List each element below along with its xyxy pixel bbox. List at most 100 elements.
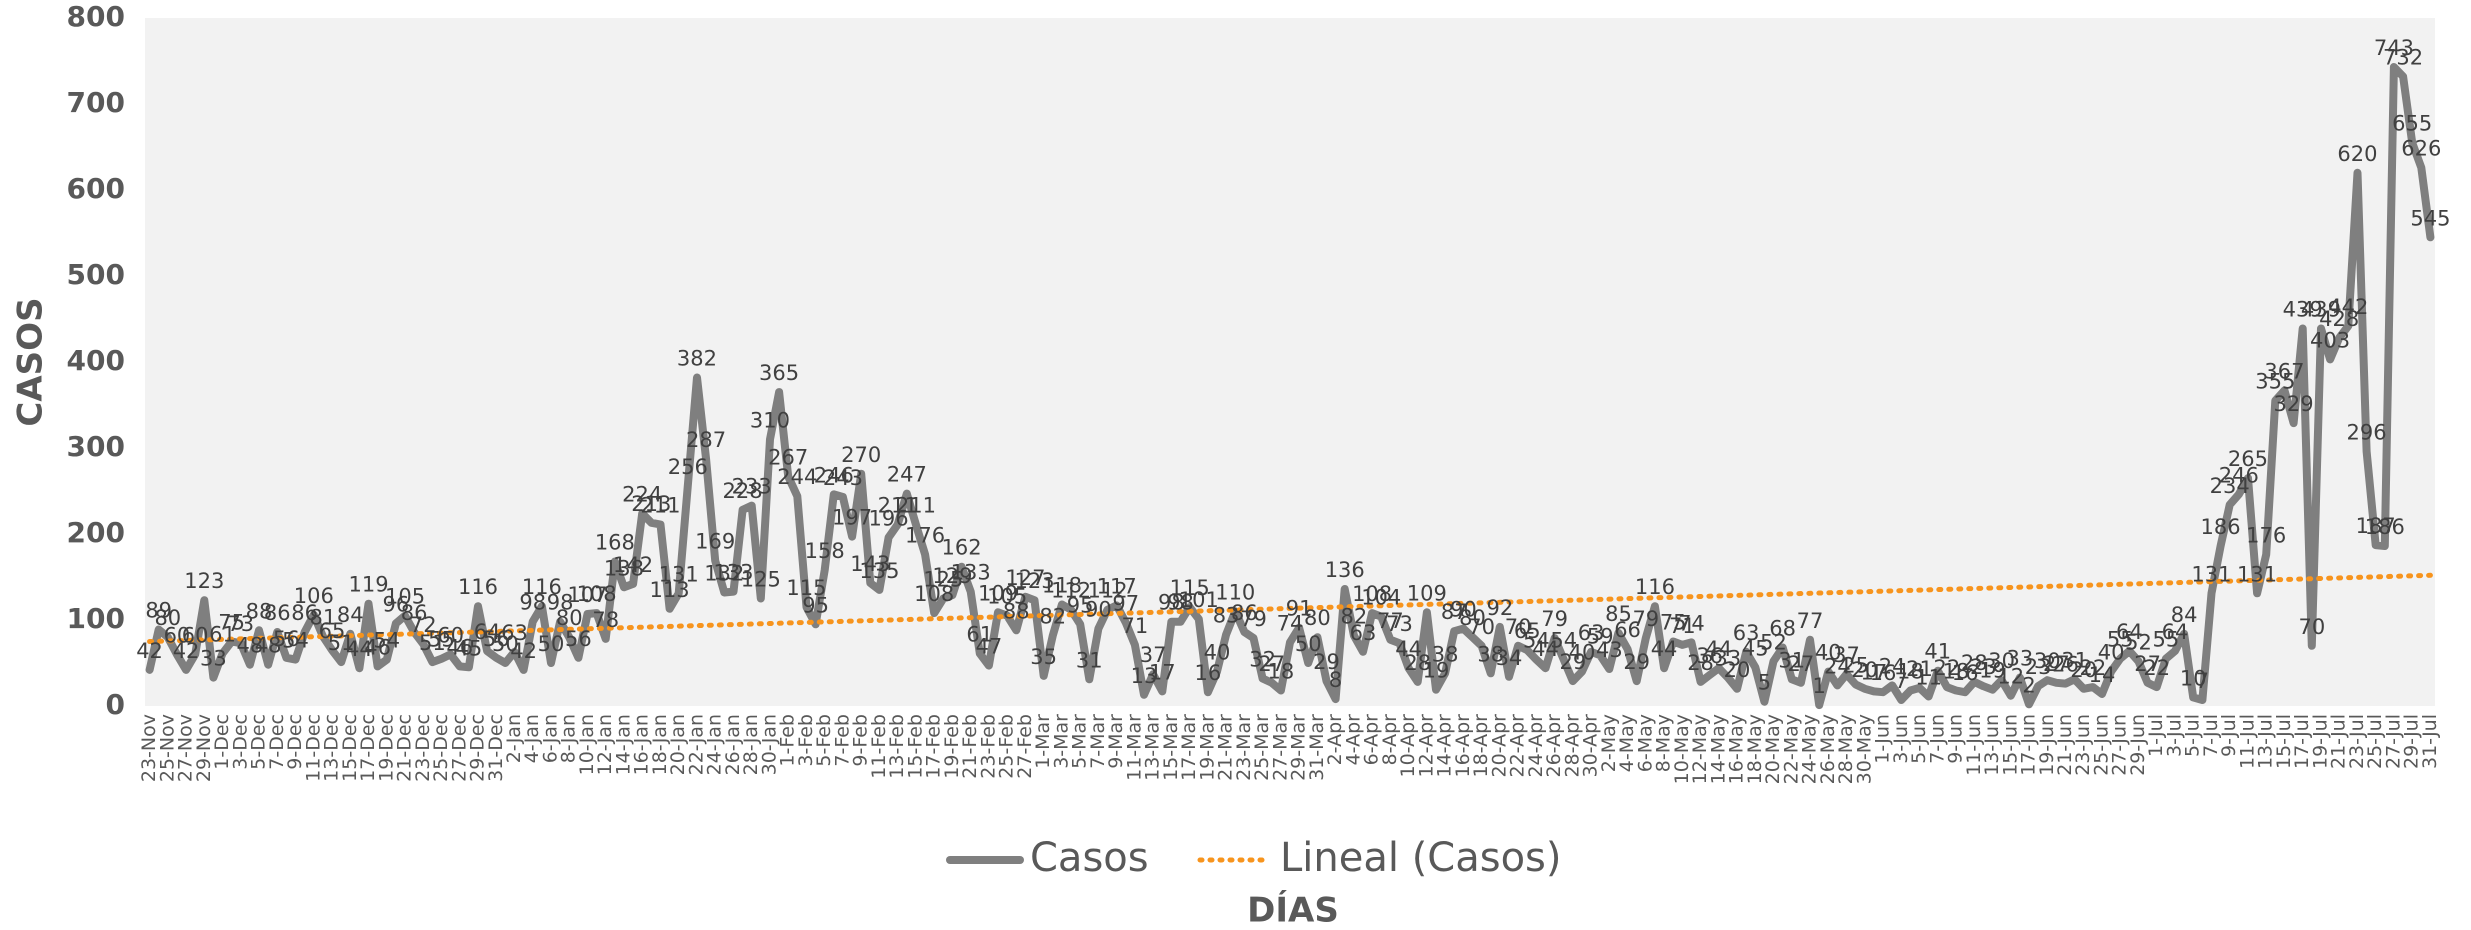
x-tick-label: 24-May <box>1799 714 1821 784</box>
data-label: 5 <box>1758 671 1771 695</box>
data-label: 20 <box>1851 658 1878 682</box>
data-label: 162 <box>942 536 982 560</box>
x-tick-label: 29-Dec <box>467 714 489 782</box>
data-label: 55 <box>2152 628 2179 652</box>
data-label: 32 <box>1249 647 1276 671</box>
x-tick-label: 5-Jun <box>1908 714 1930 764</box>
data-label: 116 <box>458 575 498 599</box>
x-tick-label: 7-Jun <box>1926 714 1948 764</box>
x-tick-label: 23-Jun <box>2072 714 2094 776</box>
data-label: 54 <box>373 629 400 653</box>
data-label: 56 <box>273 627 300 651</box>
x-tick-label: 25-Nov <box>156 714 178 782</box>
data-label: 90 <box>1450 598 1477 622</box>
data-label: 50 <box>1295 632 1322 656</box>
x-tick-label: 3-Jun <box>1890 714 1912 764</box>
x-tick-label: 25-Feb <box>996 714 1018 779</box>
x-tick-label: 1-Jun <box>1872 714 1894 764</box>
data-label: 125 <box>741 568 781 592</box>
x-tick-label: 5-Mar <box>1069 714 1091 769</box>
data-label: 112 <box>1051 579 1091 603</box>
data-label: 63 <box>501 621 528 645</box>
data-label: 40 <box>1204 641 1231 665</box>
data-label: 31 <box>1076 648 1103 672</box>
data-label: 35 <box>1030 645 1057 669</box>
data-label: 92 <box>1486 596 1513 620</box>
data-label: 439 <box>2283 297 2323 321</box>
data-label: 33 <box>200 647 227 671</box>
data-label: 45 <box>1742 636 1769 660</box>
x-tick-label: 2-May <box>1598 714 1620 772</box>
data-label: 131 <box>2191 562 2231 586</box>
data-label: 104 <box>1361 586 1401 610</box>
data-label: 169 <box>695 530 735 554</box>
x-tick-label: 7-Jul <box>2200 714 2222 757</box>
x-tick-label: 14-Jan <box>612 714 634 775</box>
x-tick-label: 9-Mar <box>1105 714 1127 769</box>
x-tick-label: 13-Dec <box>321 714 343 782</box>
data-label: 60 <box>182 623 209 647</box>
data-label: 63 <box>1733 621 1760 645</box>
x-tick-label: 23-Dec <box>412 714 434 782</box>
x-tick-label: 23-Mar <box>1233 714 1255 781</box>
x-tick-label: 30-Apr <box>1580 714 1602 778</box>
data-label: 37 <box>1833 643 1860 667</box>
data-label: 31 <box>1778 648 1805 672</box>
x-tick-label: 13-Mar <box>1142 714 1164 781</box>
data-label: 127 <box>1005 566 1045 590</box>
x-tick-label: 22-May <box>1780 714 1802 784</box>
data-label: 27 <box>2134 652 2161 676</box>
data-label: 2 <box>2022 673 2035 697</box>
data-label: 77 <box>1377 609 1404 633</box>
data-label: 23 <box>2025 655 2052 679</box>
legend-label: Lineal (Casos) <box>1280 835 1562 881</box>
x-tick-label: 28-Jan <box>740 714 762 775</box>
x-tick-label: 13-Feb <box>886 714 908 779</box>
data-label: 30 <box>1988 649 2015 673</box>
x-tick-label: 27-Jun <box>2109 714 2131 776</box>
data-label: 70 <box>1505 615 1532 639</box>
x-tick-label: 18-Jan <box>649 714 671 775</box>
x-tick-label: 9-Dec <box>284 714 306 770</box>
x-tick-label: 4-Apr <box>1342 714 1364 766</box>
data-label: 118 <box>1042 574 1082 598</box>
data-label: 87 <box>1441 600 1468 624</box>
data-label: 22 <box>1934 656 1961 680</box>
data-label: 64 <box>2162 620 2189 644</box>
x-tick-label: 15-Jun <box>1999 714 2021 776</box>
data-label: 73 <box>1386 612 1413 636</box>
data-label: 91 <box>1286 597 1313 621</box>
x-tick-label: 3-Dec <box>229 714 251 770</box>
data-label: 77 <box>1797 609 1824 633</box>
x-tick-label: 30-May <box>1853 714 1875 784</box>
data-label: 98 <box>1158 591 1185 615</box>
data-label: 65 <box>319 619 346 643</box>
data-label: 186 <box>2365 515 2405 539</box>
x-tick-label: 9-Feb <box>850 714 872 767</box>
data-label: 42 <box>173 639 200 663</box>
data-label: 86 <box>264 601 291 625</box>
data-label: 22 <box>2080 656 2107 680</box>
data-label: 48 <box>237 634 264 658</box>
x-tick-label: 15-Mar <box>1160 714 1182 781</box>
x-tick-label: 18-May <box>1744 714 1766 784</box>
data-label: 79 <box>1240 607 1267 631</box>
data-label: 211 <box>640 494 680 518</box>
x-tick-label: 29-Mar <box>1288 714 1310 781</box>
data-label: 186 <box>2201 515 2241 539</box>
data-label: 74 <box>1678 611 1705 635</box>
data-label: 17 <box>1861 660 1888 684</box>
data-label: 85 <box>1605 602 1632 626</box>
data-label: 88 <box>1003 599 1030 623</box>
data-label: 29 <box>1559 650 1586 674</box>
data-label: 107 <box>567 583 607 607</box>
x-tick-label: 28-May <box>1835 714 1857 784</box>
data-label: 54 <box>1550 629 1577 653</box>
data-label: 296 <box>2347 420 2387 444</box>
data-label: 131 <box>659 562 699 586</box>
x-tick-label: 20-Jan <box>667 714 689 775</box>
data-label: 138 <box>604 556 644 580</box>
x-tick-label: 11-Dec <box>302 714 324 782</box>
x-tick-label: 20-Apr <box>1488 714 1510 778</box>
x-tick-label: 28-Apr <box>1561 714 1583 778</box>
